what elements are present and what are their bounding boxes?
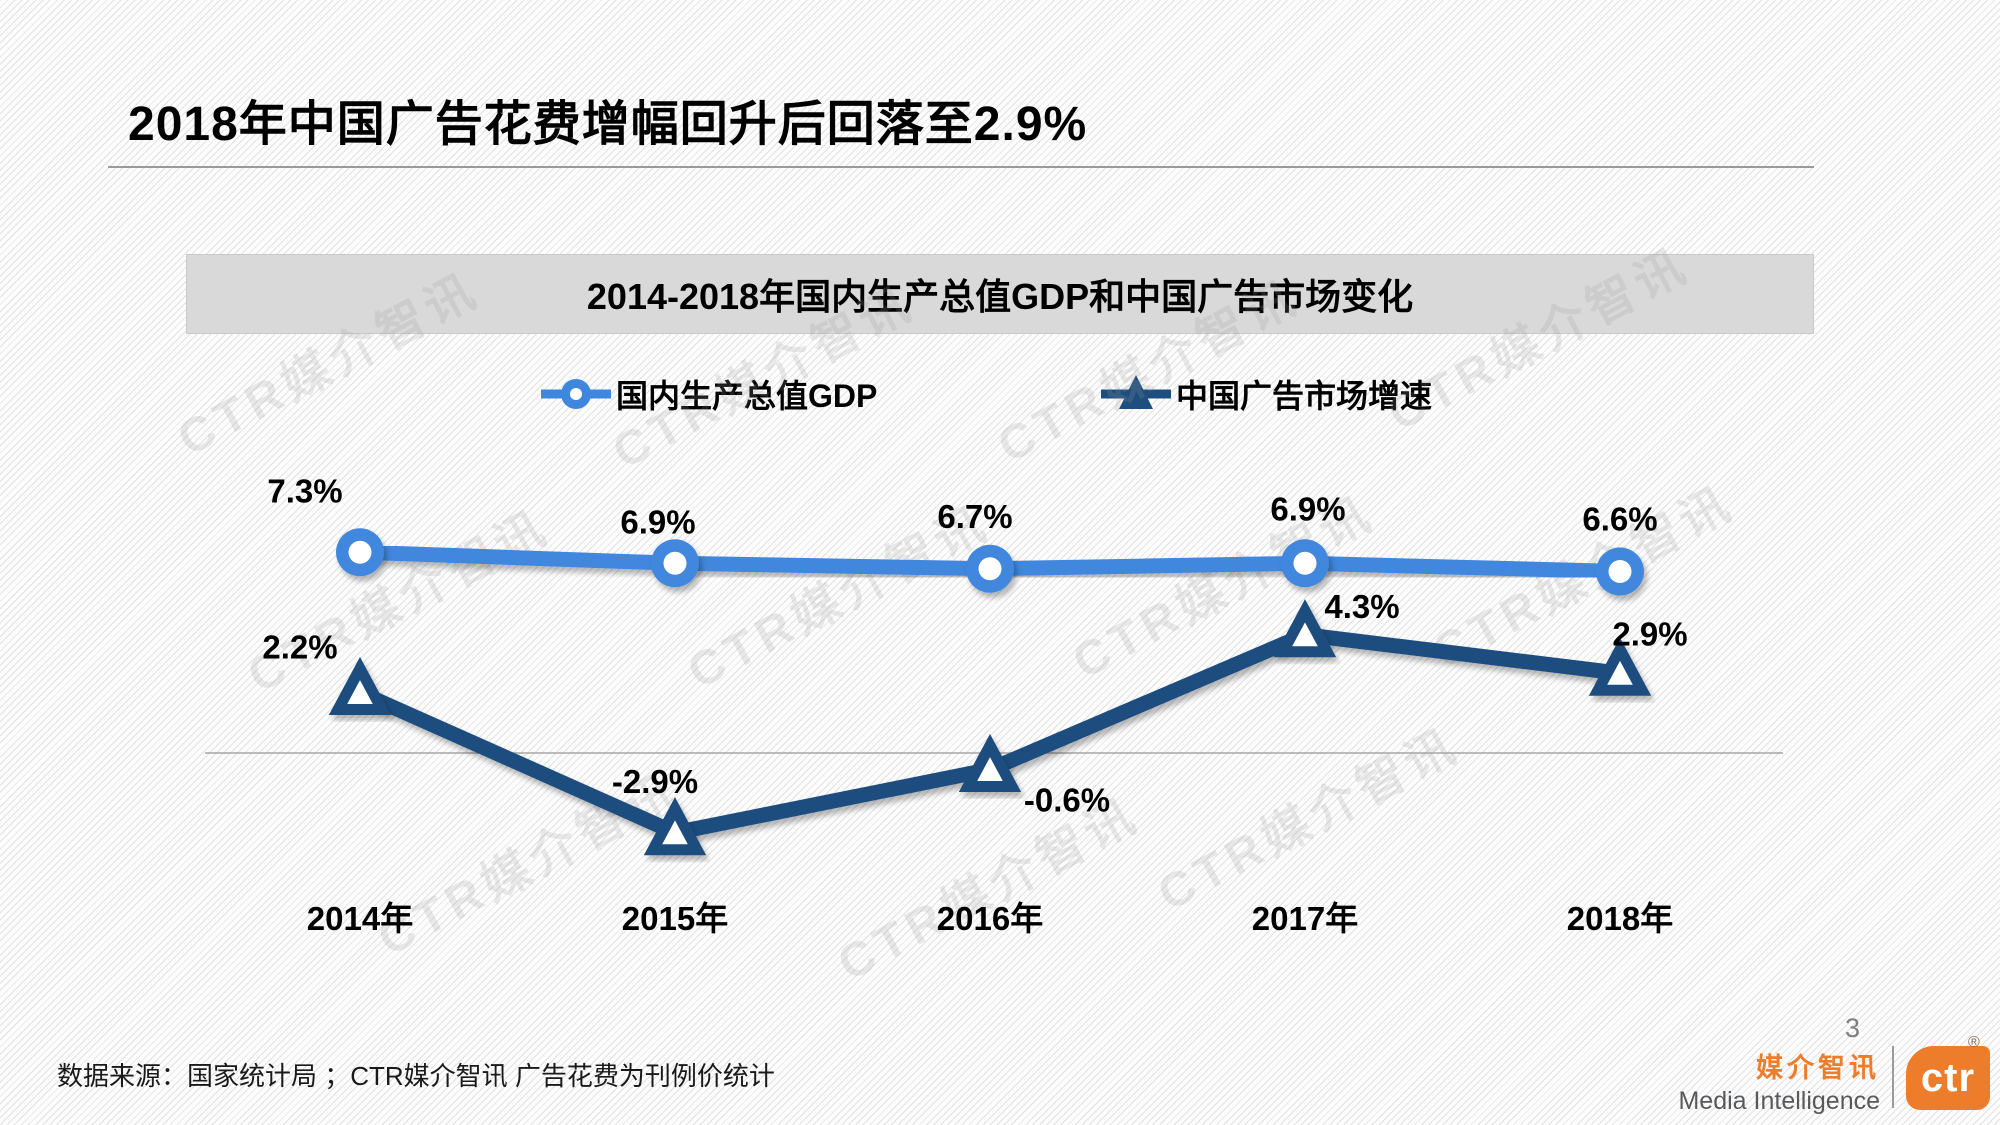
data-label: 6.9% bbox=[620, 503, 695, 540]
ad-point-marker bbox=[328, 656, 392, 715]
data-label: 6.6% bbox=[1582, 501, 1657, 538]
gdp-point-center bbox=[1608, 560, 1632, 583]
x-axis-label: 2018年 bbox=[1567, 900, 1673, 937]
ad-legend-marker-icon bbox=[1101, 375, 1171, 409]
data-label: -0.6% bbox=[1024, 782, 1110, 819]
title-divider bbox=[108, 166, 1814, 168]
legend-item-ad-market: 中国广告市场增速 bbox=[1098, 368, 1432, 420]
legend-label-gdp: 国内生产总值GDP bbox=[616, 378, 878, 414]
ad-market-line bbox=[352, 627, 1628, 841]
gdp-point-center bbox=[348, 540, 372, 564]
ad-point-marker bbox=[1273, 599, 1337, 658]
legend-label-ad-market: 中国广告市场增速 bbox=[1176, 378, 1433, 414]
gdp-point-center bbox=[663, 551, 687, 575]
gdp-legend-marker-icon bbox=[541, 379, 611, 409]
legend-item-gdp: 国内生产总值GDP bbox=[538, 368, 877, 420]
registered-mark-icon: ® bbox=[1968, 1034, 1980, 1051]
data-label: 4.3% bbox=[1324, 588, 1399, 625]
source-note: 数据来源：国家统计局 ；CTR媒介智讯 广告花费为刊例价统计 bbox=[57, 1061, 775, 1091]
data-label: -2.9% bbox=[612, 763, 698, 800]
chart-title-banner: 2014-2018年国内生产总值GDP和中国广告市场变化 bbox=[186, 254, 1814, 334]
brand-divider bbox=[1892, 1046, 1894, 1108]
gdp-point-center bbox=[1293, 551, 1317, 575]
brand-block: 媒介智讯 Media Intelligence bbox=[1650, 1046, 1880, 1116]
ad-point-marker bbox=[643, 797, 707, 856]
brand-name-cn: 媒介智讯 bbox=[1756, 1053, 1880, 1083]
data-label: 2.2% bbox=[262, 629, 337, 666]
data-label: 7.3% bbox=[267, 472, 342, 509]
data-label: 2.9% bbox=[1612, 615, 1687, 652]
brand-name-en: Media Intelligence bbox=[1678, 1087, 1880, 1115]
x-axis-label: 2015年 bbox=[622, 900, 728, 937]
ad-point-marker bbox=[958, 733, 1022, 792]
chart-title: 2014-2018年国内生产总值GDP和中国广告市场变化 bbox=[586, 276, 1414, 317]
x-axis-label: 2014年 bbox=[307, 900, 413, 937]
x-axis-label: 2017年 bbox=[1252, 900, 1358, 937]
page-number: 3 bbox=[1845, 1013, 1861, 1043]
data-label: 6.9% bbox=[1270, 490, 1345, 527]
page-title: 2018年中国广告花费增幅回升后回落至2.9% bbox=[128, 98, 1088, 151]
gdp-point-center bbox=[978, 557, 1002, 581]
ctr-logo-text: ctr bbox=[1920, 1055, 1976, 1100]
ctr-logo: ctr bbox=[1906, 1046, 1990, 1110]
data-label: 6.7% bbox=[937, 498, 1012, 535]
ad-point-marker bbox=[1588, 637, 1652, 696]
x-axis-label: 2016年 bbox=[937, 900, 1043, 937]
